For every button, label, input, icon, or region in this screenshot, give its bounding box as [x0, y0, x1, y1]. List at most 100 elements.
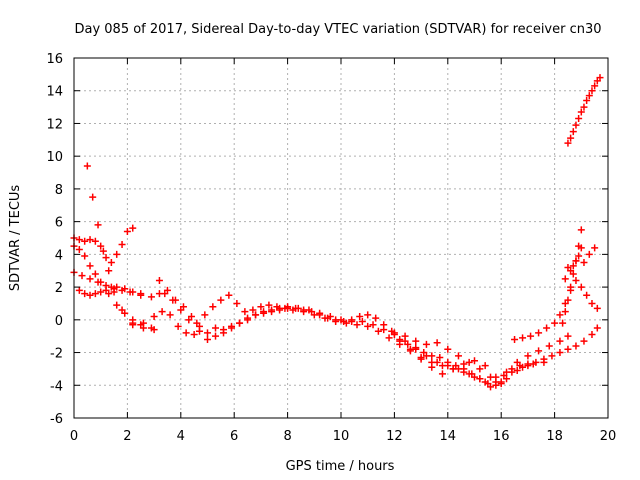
data-point: [129, 288, 137, 296]
data-point: [567, 134, 575, 142]
data-point: [78, 272, 86, 280]
data-point: [147, 324, 155, 332]
data-point: [471, 373, 478, 381]
data-point: [289, 306, 297, 314]
data-point: [596, 74, 604, 82]
data-point: [551, 319, 559, 327]
data-point: [75, 236, 83, 244]
data-point: [83, 162, 91, 170]
data-point: [438, 370, 446, 378]
data-point: [572, 257, 580, 265]
data-point: [593, 324, 601, 332]
data-point: [529, 360, 537, 368]
y-tick-label: 14: [46, 85, 63, 100]
data-point: [487, 373, 495, 381]
data-point: [86, 236, 94, 244]
data-point: [81, 252, 89, 260]
data-point: [337, 316, 345, 324]
data-point: [577, 226, 585, 234]
data-point: [193, 319, 201, 327]
series-arc-10: [390, 329, 505, 388]
data-point: [241, 308, 249, 316]
data-point: [97, 242, 105, 250]
data-point: [412, 337, 420, 345]
data-point: [236, 319, 244, 327]
data-point: [201, 311, 209, 319]
x-tick-label: 0: [70, 429, 78, 444]
data-point: [585, 250, 593, 258]
data-point: [575, 252, 583, 260]
y-tick-label: 4: [55, 248, 63, 263]
data-point: [433, 339, 441, 347]
data-point: [497, 380, 505, 388]
data-point: [300, 308, 308, 316]
data-point: [86, 291, 94, 299]
data-point: [503, 368, 511, 376]
data-point: [190, 331, 198, 339]
data-point: [519, 363, 527, 371]
data-point: [139, 319, 147, 327]
data-point: [556, 337, 564, 345]
data-point: [348, 317, 356, 325]
x-tick-label: 20: [600, 429, 617, 444]
data-point: [265, 301, 273, 309]
data-point: [228, 324, 236, 332]
data-point: [204, 335, 211, 343]
data-point: [481, 378, 489, 386]
data-point: [212, 332, 220, 340]
data-point: [575, 115, 583, 123]
data-point: [513, 358, 521, 366]
data-point: [564, 296, 572, 304]
x-tick-label: 8: [283, 429, 291, 444]
data-point: [166, 311, 174, 319]
tick-labels: 0 2 4 6 8 10 12 14 16 18 20 -6 -4 -2 0 2 4 6 8 10 12 14 16: [46, 52, 616, 444]
series-arc-8: [161, 290, 532, 389]
data-point: [94, 278, 102, 286]
data-point: [535, 347, 543, 355]
data-point: [158, 308, 166, 316]
data-points: [70, 74, 604, 391]
data-point: [268, 308, 276, 316]
data-point: [129, 321, 137, 329]
series-arc-2: [70, 224, 137, 267]
data-point: [406, 345, 414, 353]
data-point: [575, 242, 583, 250]
data-point: [150, 313, 158, 321]
data-point: [577, 283, 585, 291]
data-point: [81, 237, 89, 245]
data-point: [249, 306, 257, 314]
data-point: [102, 254, 110, 262]
data-point: [81, 290, 89, 298]
data-point: [225, 291, 233, 299]
series-arc-12: [561, 244, 599, 283]
data-point: [583, 97, 591, 105]
data-point: [487, 383, 495, 391]
data-point: [94, 221, 102, 229]
chart-title: Day 085 of 2017, Sidereal Day-to-day VTE…: [74, 22, 601, 37]
data-point: [564, 139, 572, 147]
x-tick-label: 4: [177, 429, 185, 444]
data-point: [113, 301, 121, 309]
data-point: [177, 306, 185, 314]
data-point: [91, 237, 99, 245]
y-tick-label: 16: [46, 52, 63, 67]
data-point: [372, 314, 380, 322]
y-tick-label: -4: [50, 379, 63, 394]
series-arc-14: [564, 74, 604, 147]
data-point: [436, 353, 444, 361]
data-point: [358, 317, 366, 325]
data-point: [476, 365, 484, 373]
x-tick-label: 2: [123, 429, 131, 444]
data-point: [161, 290, 169, 298]
data-point: [564, 345, 572, 353]
data-point: [86, 275, 94, 283]
x-tick-label: 6: [230, 429, 238, 444]
data-point: [217, 296, 225, 304]
data-point: [460, 360, 468, 368]
data-point: [97, 288, 105, 296]
data-point: [396, 337, 404, 345]
data-point: [572, 342, 580, 350]
data-point: [233, 299, 241, 307]
data-point: [89, 193, 97, 201]
data-point: [527, 332, 535, 340]
